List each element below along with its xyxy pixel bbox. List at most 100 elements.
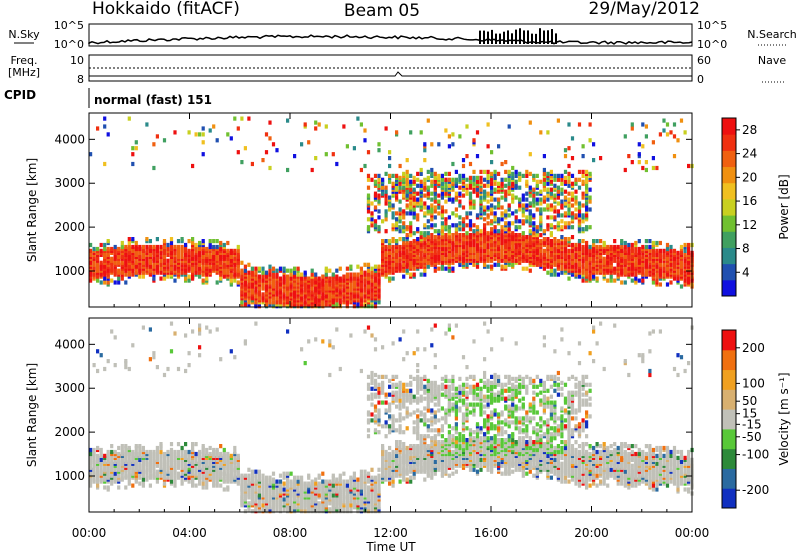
scatter-cell (676, 250, 680, 255)
scatter-cell (117, 280, 121, 285)
scatter-cell (546, 187, 550, 192)
scatter-cell (275, 272, 279, 277)
scatter-cell (233, 278, 237, 283)
scatter-cell (430, 237, 434, 242)
scatter-cell (148, 357, 152, 362)
scatter-cell (89, 451, 93, 457)
scatter-cell (468, 211, 473, 216)
scatter-cell (504, 193, 508, 198)
scatter-cell (634, 276, 638, 281)
scatter-cell (665, 242, 670, 248)
scatter-cell (563, 225, 568, 230)
scatter-cell (486, 221, 490, 226)
scatter-cell (577, 122, 582, 127)
scatter-cell (511, 175, 515, 180)
scatter-cell (208, 252, 212, 257)
scatter-cell (198, 459, 202, 464)
scatter-cell (588, 207, 592, 212)
scatter-cell (475, 154, 480, 159)
scatter-cell (127, 445, 131, 451)
scatter-cell (148, 239, 152, 244)
scatter-cell (567, 237, 571, 242)
scatter-cell (433, 175, 437, 180)
scatter-cell (384, 239, 388, 244)
scatter-cell (388, 244, 392, 250)
scatter-cell (669, 280, 673, 285)
scatter-cell (173, 483, 177, 488)
scatter-cell (641, 254, 645, 259)
scatter-cell (409, 193, 413, 198)
scatter-cell (644, 270, 648, 275)
scatter-cell (616, 258, 620, 263)
scatter-cell (518, 207, 522, 212)
scatter-cell (447, 235, 451, 240)
scatter-cell (317, 481, 321, 486)
scatter-cell (250, 161, 254, 167)
scatter-cell (314, 272, 318, 277)
scatter-cell (409, 211, 413, 216)
scatter-cell (567, 197, 571, 202)
scatter-cell (134, 244, 138, 250)
scatter-cell (106, 359, 110, 364)
scatter-cell (465, 223, 469, 228)
scatter-cell (377, 199, 381, 204)
scatter-cell (560, 240, 564, 246)
scatter-cell (613, 239, 617, 244)
scatter-cell (261, 292, 265, 297)
scatter-cell (113, 471, 117, 476)
scatter-cell (542, 177, 546, 182)
scatter-cell (426, 235, 430, 240)
scatter-cell (447, 197, 451, 202)
scatter-cell (110, 266, 114, 271)
scatter-cell (528, 185, 532, 190)
scatter-cell (169, 349, 174, 354)
scatter-cell (405, 211, 409, 216)
scatter-cell (271, 471, 276, 476)
scatter-cell (169, 463, 174, 468)
scatter-cell (314, 477, 318, 482)
scatter-cell (352, 276, 356, 281)
scatter-cell (99, 451, 103, 457)
scatter-cell (535, 225, 539, 230)
scatter-cell (486, 173, 490, 178)
scatter-cell (148, 483, 152, 488)
scatter-cell (493, 262, 497, 267)
scatter-cell (641, 244, 645, 250)
scatter-cell (103, 242, 107, 248)
scatter-cell (595, 244, 599, 250)
scatter-cell (286, 167, 290, 173)
scatter-cell (641, 278, 645, 283)
scatter-cell (416, 197, 420, 202)
scatter-cell (602, 240, 606, 246)
scatter-cell (563, 179, 568, 184)
scatter-cell (257, 493, 261, 498)
scatter-cell (324, 266, 328, 271)
scatter-cell (497, 246, 501, 252)
scatter-cell (314, 481, 318, 486)
scatter-cell (289, 479, 293, 484)
colorbar-segment (722, 134, 736, 151)
cpid-label: CPID (4, 88, 36, 102)
scatter-cell (169, 471, 174, 476)
scatter-cell (637, 239, 641, 244)
scatter-cell (303, 300, 307, 305)
scatter-cell (176, 442, 181, 447)
scatter-cell (468, 185, 473, 190)
scatter-cell (173, 475, 177, 480)
scatter-cell (198, 455, 202, 460)
scatter-cell (655, 165, 659, 171)
scatter-cell (465, 183, 469, 188)
scatter-cell (103, 366, 107, 372)
scatter-cell (373, 223, 378, 228)
scatter-cell (570, 211, 575, 216)
scatter-cell (595, 239, 599, 244)
scatter-cell (229, 136, 233, 141)
scatter-cell (634, 272, 638, 277)
scatter-cell (679, 244, 684, 250)
scatter-cell (148, 244, 152, 250)
scatter-cell (665, 282, 670, 287)
scatter-cell (465, 189, 469, 194)
scatter-cell (514, 225, 518, 230)
y-tick-label: 2000 (54, 220, 85, 234)
scatter-cell (110, 246, 114, 252)
